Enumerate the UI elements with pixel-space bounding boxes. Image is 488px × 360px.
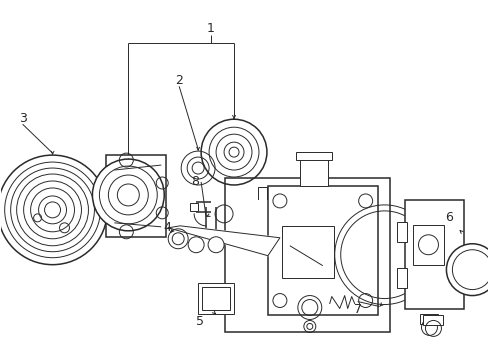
- Bar: [423, 315, 443, 325]
- Circle shape: [92, 159, 164, 231]
- Bar: [190, 203, 198, 211]
- Bar: [396, 268, 406, 288]
- Text: 6: 6: [445, 211, 452, 224]
- Bar: [412, 225, 444, 265]
- Bar: [404, 200, 464, 310]
- Bar: [267, 186, 377, 315]
- Text: 3: 3: [19, 112, 26, 125]
- Bar: [295, 152, 331, 160]
- Bar: [224, 178, 389, 332]
- Text: 5: 5: [196, 315, 203, 328]
- Bar: [420, 315, 438, 324]
- Circle shape: [188, 237, 203, 253]
- Bar: [299, 158, 327, 186]
- Text: 1: 1: [207, 22, 215, 35]
- Bar: [281, 226, 333, 278]
- Text: 8: 8: [191, 175, 199, 189]
- Bar: [106, 155, 166, 237]
- Text: 7: 7: [353, 303, 361, 316]
- Circle shape: [208, 237, 224, 253]
- Bar: [198, 283, 234, 315]
- Circle shape: [44, 202, 61, 218]
- Circle shape: [446, 244, 488, 296]
- Text: 4: 4: [163, 221, 171, 234]
- Polygon shape: [168, 226, 279, 256]
- Text: 2: 2: [175, 74, 183, 87]
- Bar: [396, 222, 406, 242]
- Circle shape: [306, 323, 312, 329]
- Bar: [202, 287, 229, 310]
